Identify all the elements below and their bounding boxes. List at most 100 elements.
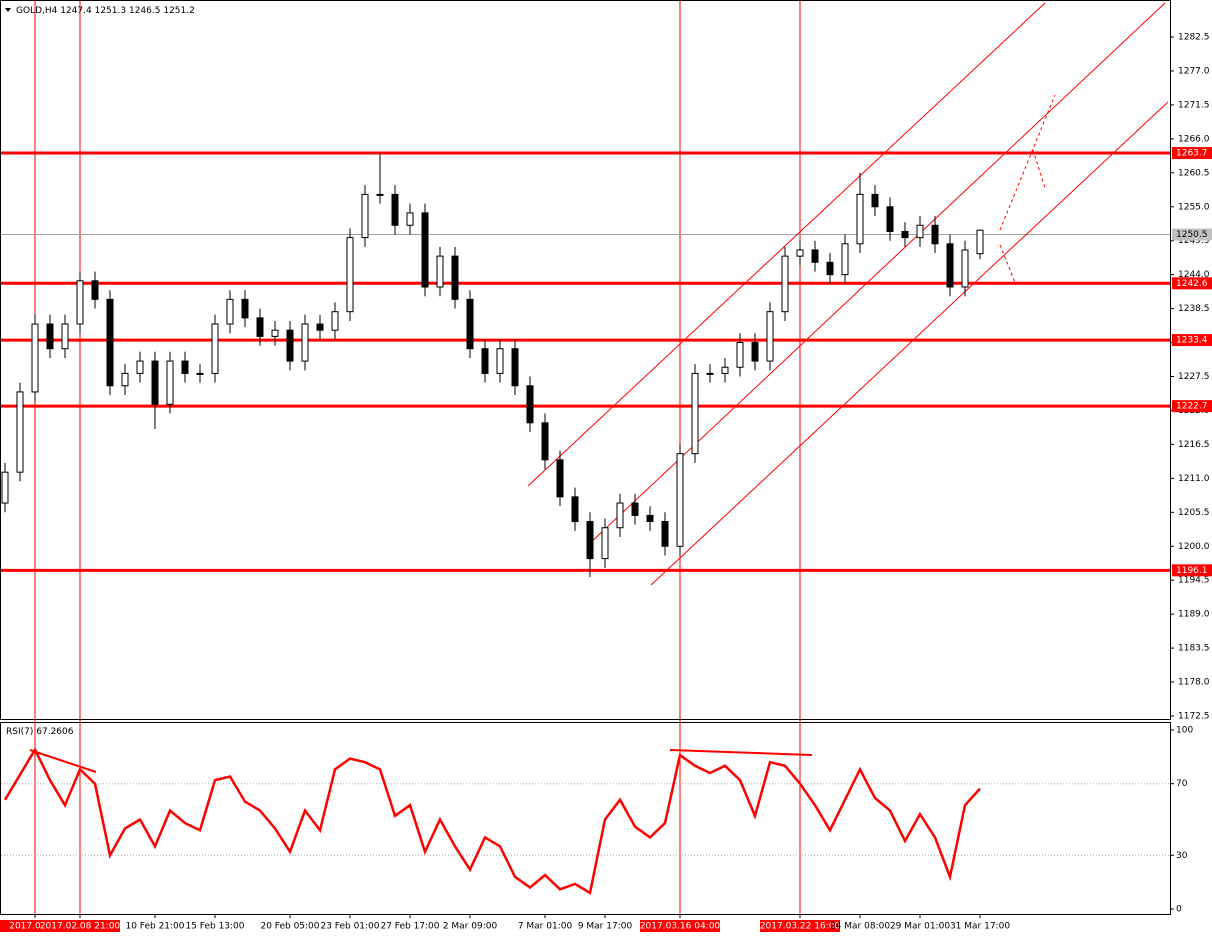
candle-body xyxy=(481,348,489,374)
candle-body xyxy=(841,243,849,276)
y-tick-label: 1200.0 xyxy=(1178,542,1210,552)
y-tick-label: 1255.0 xyxy=(1178,202,1210,212)
rsi-line xyxy=(3,747,981,895)
high: 1251.3 xyxy=(95,6,127,16)
candle-body xyxy=(121,372,129,387)
candle-body xyxy=(601,527,609,560)
candle-body xyxy=(961,249,969,288)
candle-body xyxy=(661,521,669,547)
rsi-frame xyxy=(0,722,1171,915)
candle-body xyxy=(466,298,474,350)
main-frame xyxy=(0,0,1171,720)
low: 1246.5 xyxy=(129,6,161,16)
y-tick-label: 1227.5 xyxy=(1178,372,1210,382)
candle-body xyxy=(376,193,384,196)
current-price-label: 1250.5 xyxy=(1176,230,1208,240)
rsi-tick-label: 30 xyxy=(1176,851,1188,861)
y-tick-label: 1260.5 xyxy=(1178,168,1210,178)
candle-body xyxy=(106,298,114,387)
level-box xyxy=(1172,334,1212,347)
candle-body xyxy=(91,280,99,300)
candle-body xyxy=(16,391,24,473)
channel-middle xyxy=(587,2,1166,546)
candle-body xyxy=(136,360,144,374)
close: 1251.2 xyxy=(163,6,195,16)
y-tick-label: 1172.5 xyxy=(1178,712,1210,722)
candle-body xyxy=(826,261,834,276)
candle-body xyxy=(271,329,279,337)
candle-body xyxy=(886,206,894,232)
candle-body xyxy=(241,298,249,319)
candle-body xyxy=(931,224,939,245)
candle-body xyxy=(61,323,69,350)
candle-body xyxy=(751,342,759,362)
candle-body xyxy=(541,422,549,461)
candle-body xyxy=(871,193,879,208)
x-label-box xyxy=(40,920,120,932)
forecast-down xyxy=(999,244,1017,286)
y-tick-label: 1211.0 xyxy=(1178,474,1210,484)
y-tick-label: 1277.0 xyxy=(1178,66,1210,76)
level-label: 1196.1 xyxy=(1176,566,1208,576)
y-tick-label: 1238.5 xyxy=(1178,304,1210,314)
candle-body xyxy=(511,348,519,387)
candle-body xyxy=(286,329,294,362)
level-box xyxy=(1172,400,1212,413)
candle-body xyxy=(736,342,744,368)
candle-body xyxy=(631,502,639,516)
candle-body xyxy=(946,243,954,288)
x-tick-label: 23 Feb 01:00 xyxy=(320,922,379,932)
y-tick-label: 1183.5 xyxy=(1178,644,1210,654)
x-tick-label: 9 Mar 17:00 xyxy=(578,922,633,932)
candle-body xyxy=(436,255,444,288)
level-box xyxy=(1172,277,1212,290)
x-tick-label: 2017.03.22 16:00 xyxy=(760,922,841,932)
y-tick-label: 1194.5 xyxy=(1178,576,1210,586)
candle-body xyxy=(526,385,534,424)
x-tick-label: 2017.02.06 xyxy=(9,922,61,932)
rsi-name: RSI(7) xyxy=(6,727,33,737)
x-tick-label: 7 Mar 01:00 xyxy=(518,922,573,932)
candle-body xyxy=(571,496,579,523)
x-tick-label: 2017.02.08 21:00 xyxy=(40,922,121,932)
level-box xyxy=(1172,147,1212,160)
x-tick-label: 15 Feb 13:00 xyxy=(185,922,244,932)
level-label: 1222.7 xyxy=(1176,402,1208,412)
current-price-box xyxy=(1172,228,1212,241)
candle-body xyxy=(226,298,234,325)
candle-body xyxy=(721,366,729,374)
candle-body xyxy=(706,372,714,375)
candle-body xyxy=(406,212,414,226)
candle-body xyxy=(76,280,84,325)
candle-body xyxy=(976,229,984,255)
candle-body xyxy=(196,372,204,375)
candle-body xyxy=(166,360,174,405)
y-tick-label: 1189.0 xyxy=(1178,610,1210,620)
candle-body xyxy=(691,372,699,455)
rsi-tick-label: 100 xyxy=(1176,726,1193,736)
x-tick-label: 31 Mar 17:00 xyxy=(950,922,1010,932)
level-box xyxy=(1172,564,1212,577)
forecast-pullback xyxy=(1032,149,1046,189)
y-tick-label: 1178.0 xyxy=(1178,678,1210,688)
candle-body xyxy=(856,193,864,245)
x-tick-label: 27 Feb 17:00 xyxy=(380,922,439,932)
rsi-tick-label: 70 xyxy=(1176,779,1188,789)
channel xyxy=(29,2,1169,773)
candle-body xyxy=(391,193,399,226)
rsi-divergence-1 xyxy=(29,749,97,773)
candle-body xyxy=(31,323,39,393)
x-label-box xyxy=(640,920,720,932)
x-tick-label: 24 Mar 08:00 xyxy=(830,922,890,932)
x-tick-label: 29 Mar 01:00 xyxy=(890,922,950,932)
candle-body xyxy=(676,453,684,547)
header-arrow xyxy=(5,8,11,12)
candle-body xyxy=(211,323,219,374)
rsi-value: 67.2606 xyxy=(36,727,73,737)
candle-body xyxy=(781,255,789,313)
rsi-header: RSI(7) 67.2606 xyxy=(6,727,74,737)
candle-body xyxy=(646,514,654,523)
candle-body xyxy=(811,249,819,263)
